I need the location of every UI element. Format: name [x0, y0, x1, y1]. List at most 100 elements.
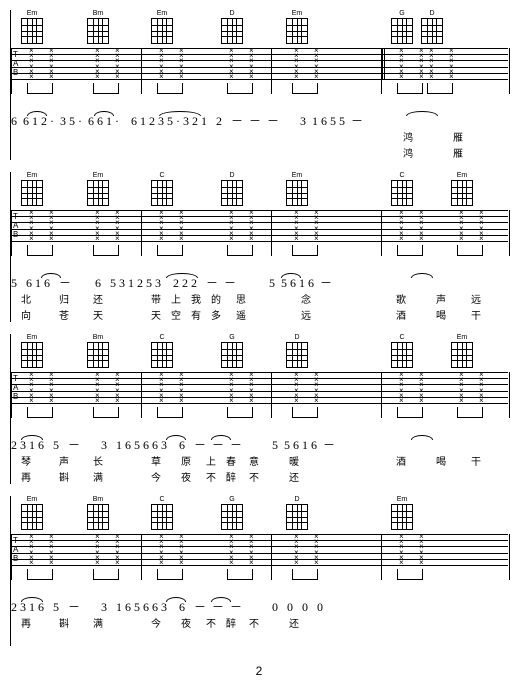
barline [11, 210, 12, 242]
tie-mark [211, 435, 231, 440]
beam [397, 407, 423, 418]
beam [397, 569, 423, 580]
barline [271, 210, 272, 242]
barline [11, 372, 12, 404]
chord-diagram: Em [21, 10, 43, 44]
barline [11, 566, 12, 580]
chord-name: Em [286, 172, 308, 179]
barline [271, 404, 272, 418]
lyric-row-1: 琴声长草原上春意暖酒喝干 [11, 452, 508, 468]
tie-mark [211, 597, 231, 602]
chord-grid [451, 342, 473, 368]
chord-row: EmBmEmDEmGD [11, 10, 508, 48]
chord-grid [87, 504, 109, 530]
tab-staff: TAB×××××××××××××××××××××××××××××××××××××… [11, 534, 508, 566]
chord-diagram: Em [451, 334, 473, 368]
chord-name: Em [286, 10, 308, 17]
barline [271, 48, 272, 80]
barline [381, 242, 382, 256]
beam [292, 245, 318, 256]
lyric-syllable: 还 [289, 469, 299, 484]
chord-grid [151, 18, 173, 44]
lyric-syllable: 空 [171, 307, 181, 322]
lyric-syllable: 鸿 [403, 145, 413, 160]
tie-mark [166, 597, 186, 602]
chord-grid [391, 504, 413, 530]
tie-mark [21, 435, 43, 440]
barline [509, 242, 510, 256]
stem-row [11, 404, 508, 418]
tie-mark [27, 111, 47, 116]
chord-name: Bm [87, 10, 109, 17]
beam [93, 569, 119, 580]
beam [292, 407, 318, 418]
lyric-syllable: 还 [289, 615, 299, 630]
barline [509, 48, 510, 80]
lyric-syllable: 声 [436, 291, 446, 306]
lyric-syllable: 鸿 [403, 129, 413, 144]
chord-grid [286, 18, 308, 44]
barline [141, 80, 142, 94]
chord-grid [286, 504, 308, 530]
chord-name: G [391, 10, 413, 17]
jianpu-row: 2 3 1 6 5 － 3 1 6 5 6 6 3 6 － － － 5 5 6 … [11, 436, 508, 452]
chord-grid [151, 342, 173, 368]
chord-diagram: Em [451, 172, 473, 206]
lyric-syllable: 醉 [226, 469, 236, 484]
lyric-syllable: 不 [249, 469, 259, 484]
chord-name: D [421, 10, 443, 17]
chord-diagram: Em [391, 496, 413, 530]
stem-row [11, 80, 508, 94]
chord-diagram: Em [87, 172, 109, 206]
chord-diagram: D [286, 496, 308, 530]
lyric-syllable: 不 [206, 615, 216, 630]
tie-mark [166, 273, 198, 278]
tab-label: TAB [13, 50, 18, 77]
barline [271, 242, 272, 256]
lyric-syllable: 酒 [396, 453, 406, 468]
chord-grid [391, 18, 413, 44]
barline [271, 566, 272, 580]
beam [227, 245, 253, 256]
beam [93, 83, 119, 94]
barline [509, 372, 510, 404]
lyric-syllable: 的 [211, 291, 221, 306]
chord-name: Bm [87, 496, 109, 503]
beam [227, 83, 253, 94]
chord-name: Em [391, 496, 413, 503]
barline [381, 404, 382, 418]
music-system: EmBmCGDEmTAB××××××××××××××××××××××××××××… [10, 496, 508, 646]
chord-diagram: D [221, 10, 243, 44]
chord-diagram: Bm [87, 10, 109, 44]
lyric-syllable: 琴 [21, 453, 31, 468]
beam [157, 245, 183, 256]
beam [457, 245, 483, 256]
chord-name: Em [21, 496, 43, 503]
chord-name: C [391, 334, 413, 341]
barline [509, 534, 510, 566]
lyric-row-1: 鸿雁 [11, 128, 508, 144]
lyric-syllable: 不 [206, 469, 216, 484]
tie-mark [411, 273, 433, 278]
beam [157, 407, 183, 418]
lyric-syllable: 有 [191, 307, 201, 322]
chord-name: Em [21, 10, 43, 17]
chord-grid [451, 180, 473, 206]
chord-name: D [286, 496, 308, 503]
lyric-syllable: 远 [471, 291, 481, 306]
lyric-syllable: 带 [151, 291, 161, 306]
lyric-row-1: 北归还带上我的思念歌声远 [11, 290, 508, 306]
chord-grid [21, 18, 43, 44]
chord-grid [221, 180, 243, 206]
chord-diagram: Em [286, 172, 308, 206]
barline [141, 210, 142, 242]
lyric-syllable: 意 [249, 453, 259, 468]
barline [509, 404, 510, 418]
tab-staff: TAB×××××××××××××××××××××××××××××××××××××… [11, 48, 508, 80]
jianpu-notes: 2 3 1 6 5 － 3 1 6 5 6 6 3 6 － － － 5 5 6 … [11, 438, 335, 452]
lyric-syllable: 夜 [181, 615, 191, 630]
lyric-row-2 [11, 630, 508, 646]
chord-grid [21, 504, 43, 530]
beam [292, 569, 318, 580]
repeat-start [381, 48, 386, 80]
